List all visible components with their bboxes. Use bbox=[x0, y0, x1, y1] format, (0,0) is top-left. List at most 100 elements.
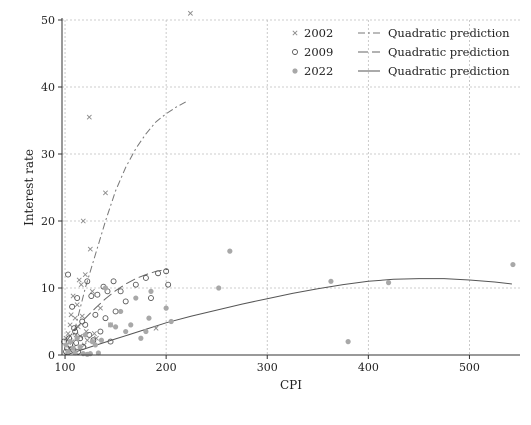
point-2002 bbox=[97, 305, 103, 311]
point-2009 bbox=[88, 293, 95, 299]
legend-label: 2002 bbox=[304, 26, 333, 40]
legend: 2002 Quadratic prediction 2009 Quadratic pr… bbox=[292, 26, 510, 78]
y-tick-label: 0 bbox=[48, 349, 55, 362]
point-2022 bbox=[107, 322, 114, 328]
x-marker-stroke bbox=[78, 282, 84, 288]
y-tick-label: 40 bbox=[41, 81, 55, 94]
point-2022 bbox=[146, 315, 152, 321]
point-2002 bbox=[187, 10, 193, 16]
point-2002 bbox=[72, 315, 78, 321]
x-marker-stroke bbox=[63, 335, 69, 341]
fit-line-2002 bbox=[69, 99, 189, 346]
x-marker-stroke bbox=[292, 30, 298, 36]
y-tick-label: 20 bbox=[41, 215, 55, 228]
point-2022 bbox=[138, 335, 144, 341]
point-2009 bbox=[148, 295, 154, 301]
x-marker-stroke bbox=[73, 332, 79, 338]
point-2009 bbox=[92, 311, 99, 318]
y-tick-label: 50 bbox=[41, 14, 55, 27]
point-2022 bbox=[385, 280, 392, 286]
point-2002 bbox=[102, 190, 108, 196]
x-tick-label: 200 bbox=[156, 361, 177, 374]
fit-lines bbox=[65, 99, 512, 356]
point-2022 bbox=[133, 295, 139, 301]
point-2009 bbox=[74, 295, 81, 301]
x-marker-stroke bbox=[68, 312, 74, 318]
x-marker-stroke bbox=[79, 313, 85, 319]
point-2009 bbox=[84, 278, 91, 285]
point-2022 bbox=[77, 344, 83, 350]
point-2022 bbox=[510, 261, 516, 268]
point-2009 bbox=[94, 291, 101, 298]
x-marker-stroke bbox=[87, 246, 93, 252]
legend-marker-2009 bbox=[292, 49, 298, 55]
point-2022 bbox=[72, 350, 78, 356]
point-2022 bbox=[163, 305, 169, 311]
x-marker-stroke bbox=[74, 302, 80, 308]
x-marker-stroke bbox=[84, 337, 90, 343]
point-2022 bbox=[63, 342, 69, 348]
point-2002 bbox=[86, 114, 92, 120]
point-2009 bbox=[102, 315, 109, 322]
x-marker-stroke bbox=[65, 331, 71, 337]
point-2009 bbox=[71, 325, 78, 332]
point-2009 bbox=[69, 303, 76, 310]
point-2002 bbox=[91, 331, 97, 337]
point-2002 bbox=[153, 325, 159, 331]
point-2022 bbox=[118, 308, 124, 315]
x-marker-stroke bbox=[93, 335, 99, 341]
point-2002 bbox=[67, 322, 73, 328]
point-2022 bbox=[216, 285, 222, 291]
point-2002 bbox=[78, 282, 84, 288]
point-2022 bbox=[95, 350, 101, 356]
point-2002 bbox=[87, 246, 93, 252]
point-2022 bbox=[92, 342, 98, 348]
y-tick-label: 30 bbox=[41, 148, 55, 161]
point-2022 bbox=[148, 288, 154, 294]
point-2022 bbox=[74, 335, 80, 341]
x-marker-stroke bbox=[153, 325, 159, 331]
x-marker-stroke bbox=[187, 10, 193, 16]
point-2022 bbox=[143, 328, 149, 335]
point-2002 bbox=[89, 288, 95, 294]
y-tick-label: 10 bbox=[41, 282, 55, 295]
point-2009 bbox=[65, 271, 72, 278]
point-2022 bbox=[98, 337, 105, 343]
x-marker-stroke bbox=[72, 315, 78, 321]
point-2009 bbox=[122, 298, 129, 305]
legend-fit-label: Quadratic prediction bbox=[388, 26, 510, 40]
point-2009 bbox=[82, 321, 89, 328]
point-2009 bbox=[72, 328, 79, 335]
point-2002 bbox=[84, 337, 90, 343]
point-2022 bbox=[102, 285, 109, 291]
x-marker-stroke bbox=[86, 114, 92, 120]
point-2022 bbox=[227, 248, 233, 254]
legend-fit-label: Quadratic prediction bbox=[388, 64, 510, 78]
point-2002 bbox=[82, 272, 88, 278]
point-2009 bbox=[97, 328, 104, 335]
x-marker-stroke bbox=[102, 190, 108, 196]
x-axis-title: CPI bbox=[280, 378, 302, 392]
point-2022 bbox=[67, 339, 73, 345]
point-2022 bbox=[168, 318, 174, 325]
point-2009 bbox=[163, 268, 170, 275]
x-tick-label: 400 bbox=[358, 361, 379, 374]
x-marker-stroke bbox=[70, 293, 76, 299]
point-2009 bbox=[110, 278, 117, 285]
point-2009 bbox=[155, 270, 161, 277]
data-points bbox=[61, 10, 516, 357]
point-2009 bbox=[79, 318, 86, 325]
point-2009 bbox=[107, 338, 114, 345]
x-tick-label: 300 bbox=[257, 361, 278, 374]
point-2002 bbox=[93, 335, 99, 341]
x-marker-stroke bbox=[80, 218, 86, 224]
legend-marker-2002 bbox=[292, 30, 298, 36]
point-2022 bbox=[345, 339, 351, 345]
tick-labels: 100 200 300 400 500 0 10 20 30 40 50 bbox=[41, 14, 480, 374]
point-2022 bbox=[123, 328, 129, 335]
point-2009 bbox=[117, 288, 124, 295]
point-2022 bbox=[70, 345, 76, 351]
point-2022 bbox=[328, 278, 334, 284]
x-marker-stroke bbox=[89, 288, 95, 294]
